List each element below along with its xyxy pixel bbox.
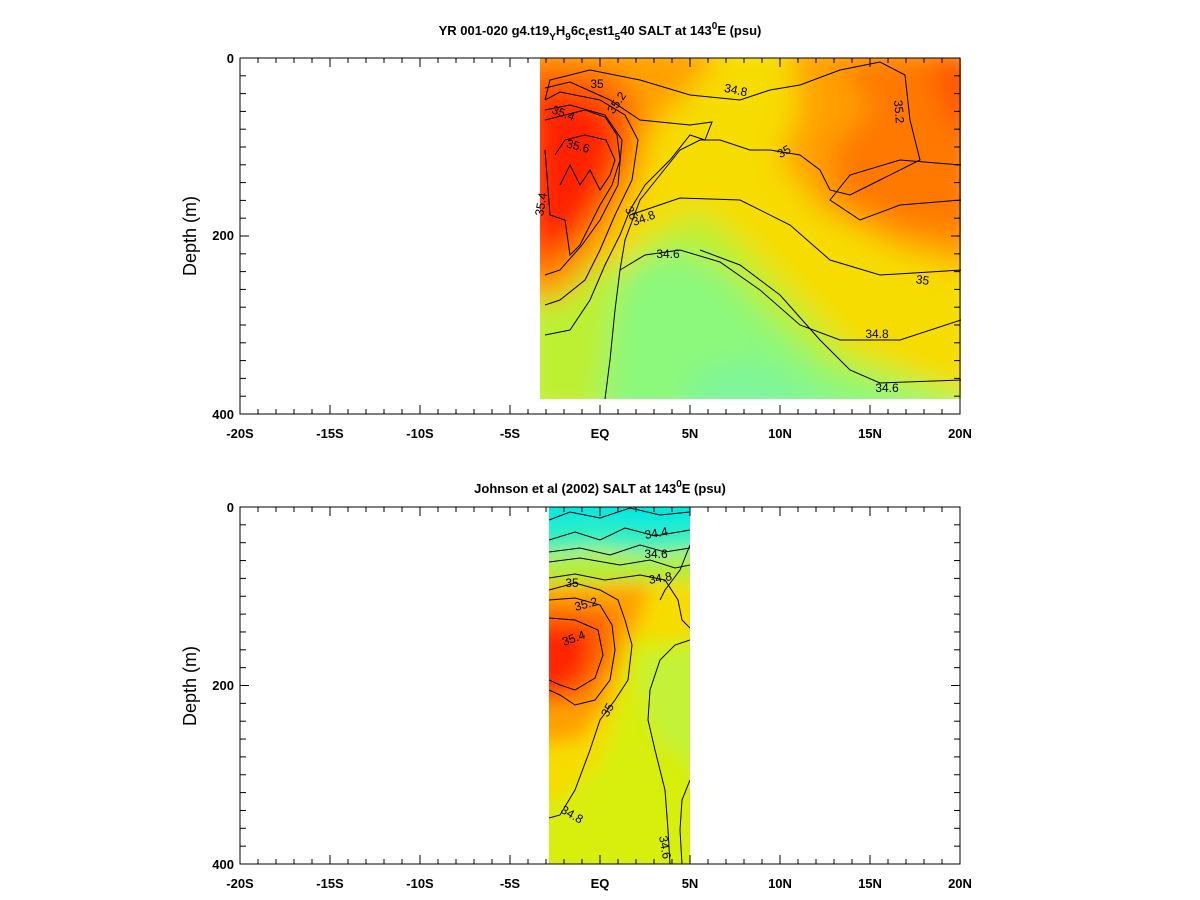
- panel2-xtick-label: -15S: [316, 876, 344, 891]
- panel2-xtick-label: EQ: [591, 876, 610, 891]
- panel-observed: Johnson et al (2002) SALT at 1430E (psu): [180, 479, 972, 891]
- panel2-title: Johnson et al (2002) SALT at 1430E (psu): [474, 479, 726, 496]
- panel1-x-tick-labels: -20S -15S -10S -5S EQ 5N 10N 15N 20N: [226, 426, 972, 441]
- panel1-salinity-field: [540, 58, 961, 399]
- panel1-y-axis-label: Depth (m): [180, 196, 200, 276]
- panel1-label-34.6-a: 34.6: [656, 247, 680, 261]
- panel2-ticks: [239, 506, 961, 865]
- panel1-xtick-label: EQ: [591, 426, 610, 441]
- panel2-ytick-label: 0: [227, 500, 234, 515]
- panel1-ytick-label: 0: [227, 51, 234, 66]
- panel1-label-35-d: 35: [915, 272, 930, 288]
- panel1-xtick-label: -15S: [316, 426, 344, 441]
- panel1-title: YR 001-020 g4.t19YH96ctest1540 SALT at 1…: [439, 21, 762, 43]
- panel1-label-35.6: 35.6: [565, 136, 591, 156]
- panel2-y-axis-label: Depth (m): [180, 646, 200, 726]
- panel1-ytick-label: 400: [212, 407, 234, 422]
- panel1-label-34.6-b: 34.6: [875, 381, 899, 395]
- panel1-label-34.8-b: 34.8: [723, 81, 749, 100]
- panel2-xtick-label: -5S: [500, 876, 521, 891]
- panel1-label-34.8-c: 34.8: [865, 327, 889, 341]
- panel1-xtick-label: -5S: [500, 426, 521, 441]
- panel2-y-tick-labels: 0 200 400: [212, 500, 234, 872]
- panel1-label-35-b: 35: [622, 204, 641, 223]
- panel1-xtick-label: 5N: [682, 426, 699, 441]
- panel2-x-tick-labels: -20S -15S -10S -5S EQ 5N 10N 15N 20N: [226, 876, 972, 891]
- panel2-xtick-label: -20S: [226, 876, 254, 891]
- panel1-label-35-c: 35: [775, 142, 794, 161]
- panel2-label-35-a: 35: [565, 576, 579, 590]
- panel2-xtick-label: 15N: [858, 876, 882, 891]
- panel2-salinity-field: [549, 507, 690, 864]
- panel2-xtick-label: 10N: [768, 876, 792, 891]
- panel2-label-35.2: 35.2: [573, 594, 599, 614]
- panel2-label-35-b: 35: [598, 700, 617, 719]
- panel1-label-35.2-b: 35.2: [891, 99, 907, 124]
- panel2-xtick-label: 20N: [948, 876, 972, 891]
- panel2-ytick-label: 400: [212, 857, 234, 872]
- panel2-xtick-label: -10S: [406, 876, 434, 891]
- panel1-xtick-label: -20S: [226, 426, 254, 441]
- panel-model: YR 001-020 g4.t19YH96ctest1540 SALT at 1…: [180, 21, 972, 441]
- panel1-xtick-label: 20N: [948, 426, 972, 441]
- panel2-xtick-label: 5N: [682, 876, 699, 891]
- panel2-label-34.6-a: 34.6: [644, 547, 668, 561]
- panel1-xtick-label: -10S: [406, 426, 434, 441]
- panel1-xtick-label: 10N: [768, 426, 792, 441]
- panel1-contours: [544, 61, 961, 399]
- panel2-label-34.6-b: 34.6: [656, 835, 674, 861]
- panel2-ytick-label: 200: [212, 678, 234, 693]
- panel1-label-35.4-b: 35.4: [532, 191, 550, 217]
- panel1-ytick-label: 200: [212, 228, 234, 243]
- panel2-label-34.8-a: 34.8: [648, 569, 674, 587]
- panel2-label-34.4: 34.4: [644, 524, 670, 542]
- panel1-y-tick-labels: 0 200 400: [212, 51, 234, 422]
- panel2-contours: [549, 507, 690, 864]
- panel1-ticks: [239, 57, 961, 415]
- panel1-xtick-label: 15N: [858, 426, 882, 441]
- panel1-label-35-a: 35: [590, 77, 604, 91]
